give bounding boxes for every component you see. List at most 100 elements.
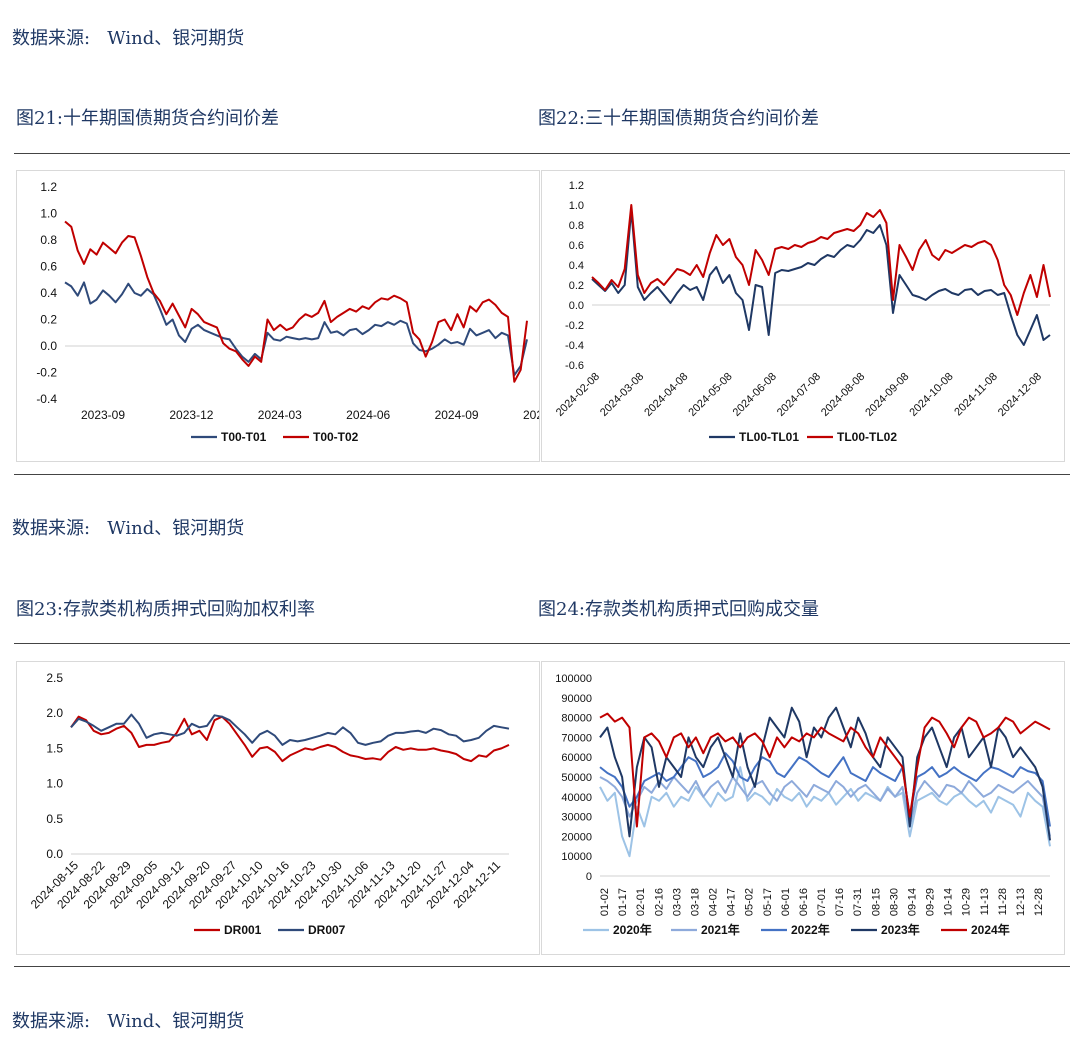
x-tick-label: 2024-12-08 xyxy=(996,371,1044,419)
x-tick-label: 01-17 xyxy=(617,888,629,916)
y-tick-label: 40000 xyxy=(561,792,592,804)
x-tick-label: 03-18 xyxy=(689,888,701,916)
x-tick-label: 2024-06-08 xyxy=(731,371,779,419)
y-tick-label: -0.4 xyxy=(36,392,57,406)
y-tick-label: 60000 xyxy=(561,752,592,764)
x-tick-label: 12-28 xyxy=(1033,888,1045,916)
figure-23-title: 图23:存款类机构质押式回购加权利率 xyxy=(16,599,315,620)
legend-label: TL00-TL02 xyxy=(837,430,897,444)
y-tick-label: 1.5 xyxy=(46,741,63,755)
x-tick-label: 10-29 xyxy=(961,888,973,916)
x-tick-label: 05-02 xyxy=(744,888,756,916)
y-tick-label: 0 xyxy=(586,871,592,883)
x-tick-label: 2023-09 xyxy=(81,408,125,422)
series-line-3 xyxy=(599,752,1051,827)
chart-panel-22: 1.2 1.0 0.8 0.6 0.4 0.2 0.0 -0.2 -0.4 -0.6 2024-02… xyxy=(541,170,1065,462)
y-tick-label: 0.5 xyxy=(46,812,63,826)
series-line-2 xyxy=(70,713,510,746)
x-tick-label: 2024-05-08 xyxy=(686,371,734,419)
y-tick-label: 1.0 xyxy=(40,207,57,221)
legend-label: T00-T01 xyxy=(221,430,267,444)
x-tick-label: 2024-03-08 xyxy=(598,371,646,419)
y-tick-label: 2.5 xyxy=(46,671,63,685)
y-tick-label: 0.0 xyxy=(569,300,584,312)
x-tick-label: 08-30 xyxy=(888,888,900,916)
y-tick-label: 0.4 xyxy=(569,260,584,272)
y-tick-label: 1.0 xyxy=(46,777,63,791)
legend-label: TL00-TL01 xyxy=(739,430,799,444)
y-tick-label: -0.4 xyxy=(565,340,584,352)
data-source-note: 数据来源: Wind、银河期货 xyxy=(12,518,245,539)
x-tick-label: 10-14 xyxy=(943,888,955,916)
y-tick-label: 10000 xyxy=(561,851,592,863)
y-tick-label: 0.6 xyxy=(40,260,57,274)
x-tick-label: 04-02 xyxy=(708,888,720,916)
x-tick-label: 04-17 xyxy=(726,888,738,916)
y-tick-label: 70000 xyxy=(561,732,592,744)
series-line-1 xyxy=(599,766,1051,858)
y-tick-label: 20000 xyxy=(561,831,592,843)
y-tick-label: 0.8 xyxy=(40,233,57,247)
divider xyxy=(14,474,1070,475)
legend-label: DR007 xyxy=(308,923,346,937)
y-tick-label: -0.2 xyxy=(36,366,57,380)
x-tick-label: 2024-09-08 xyxy=(863,371,911,419)
y-tick-label: 80000 xyxy=(561,713,592,725)
x-tick-label: 2024-12 xyxy=(523,408,539,422)
y-tick-label: 1.2 xyxy=(569,180,584,192)
series-line-1 xyxy=(64,281,528,377)
y-tick-label: 0.0 xyxy=(40,339,57,353)
y-tick-label: 0.0 xyxy=(46,847,63,861)
x-tick-label: 09-14 xyxy=(906,888,918,916)
x-tick-label: 07-01 xyxy=(816,888,828,916)
y-tick-label: 0.2 xyxy=(40,313,57,327)
x-tick-label: 05-17 xyxy=(762,888,774,916)
x-tick-label: 01-02 xyxy=(599,888,611,916)
x-tick-label: 2024-11-08 xyxy=(952,371,1000,419)
x-tick-label: 08-15 xyxy=(870,888,882,916)
chart-repo-rate: 2.52.01.51.00.50.02024-08-152024-08-2220… xyxy=(28,671,510,937)
figure-24-title: 图24:存款类机构质押式回购成交量 xyxy=(538,599,819,620)
divider xyxy=(14,643,1070,644)
x-tick-label: 2024-07-08 xyxy=(775,371,823,419)
y-tick-label: 0.2 xyxy=(569,280,584,292)
chart-tl-spread: 1.2 1.0 0.8 0.6 0.4 0.2 0.0 -0.2 -0.4 -0.62024-02… xyxy=(554,180,1051,444)
y-tick-label: 100000 xyxy=(555,673,592,685)
y-tick-label: 30000 xyxy=(561,812,592,824)
x-tick-label: 2024-02-08 xyxy=(554,371,602,419)
x-tick-label: 2023-12 xyxy=(169,408,213,422)
x-tick-label: 2024-08-08 xyxy=(819,371,867,419)
legend-label: 2021年 xyxy=(701,922,740,937)
series-line-2 xyxy=(591,204,1051,316)
chart-panel-24: 100000 90000 80000 70000 60000 50000 40000 3000… xyxy=(541,661,1065,955)
x-tick-label: 12-13 xyxy=(1015,888,1027,916)
series-line-4 xyxy=(599,706,1051,841)
y-tick-label: 2.0 xyxy=(46,706,63,720)
x-tick-label: 02-16 xyxy=(653,888,665,916)
x-tick-label: 09-29 xyxy=(925,888,937,916)
y-tick-label: 1.0 xyxy=(569,200,584,212)
x-tick-label: 2024-03 xyxy=(258,408,302,422)
series-line-1 xyxy=(70,715,510,763)
x-tick-label: 2024-04-08 xyxy=(642,371,690,419)
legend-label: 2022年 xyxy=(791,922,830,937)
data-source-note: 数据来源: Wind、银河期货 xyxy=(12,1011,245,1032)
x-tick-label: 2024-10-08 xyxy=(907,371,955,419)
x-tick-label: 06-01 xyxy=(780,888,792,916)
data-source-note: 数据来源: Wind、银河期货 xyxy=(12,28,245,49)
chart-panel-21: 1.2 1.0 0.8 0.6 0.4 0.2 0.0 -0.2 -0.4 2023-09 2023… xyxy=(16,170,540,462)
x-tick-label: 11-13 xyxy=(979,888,991,915)
x-tick-label: 11-28 xyxy=(997,888,1009,915)
y-tick-label: 1.2 xyxy=(40,180,57,194)
series-line-1 xyxy=(591,209,1051,346)
figure-22-title: 图22:三十年期国债期货合约间价差 xyxy=(538,108,819,129)
figure-21-title: 图21:十年期国债期货合约间价差 xyxy=(16,108,279,129)
x-tick-label: 07-16 xyxy=(834,888,846,916)
legend-label: 2020年 xyxy=(613,922,652,937)
y-tick-label: 50000 xyxy=(561,772,592,784)
series-line-2 xyxy=(599,776,1051,837)
y-tick-label: 0.4 xyxy=(40,286,57,300)
legend-label: 2024年 xyxy=(971,922,1010,937)
x-tick-label: 07-31 xyxy=(852,888,864,916)
y-tick-label: 0.8 xyxy=(569,220,584,232)
